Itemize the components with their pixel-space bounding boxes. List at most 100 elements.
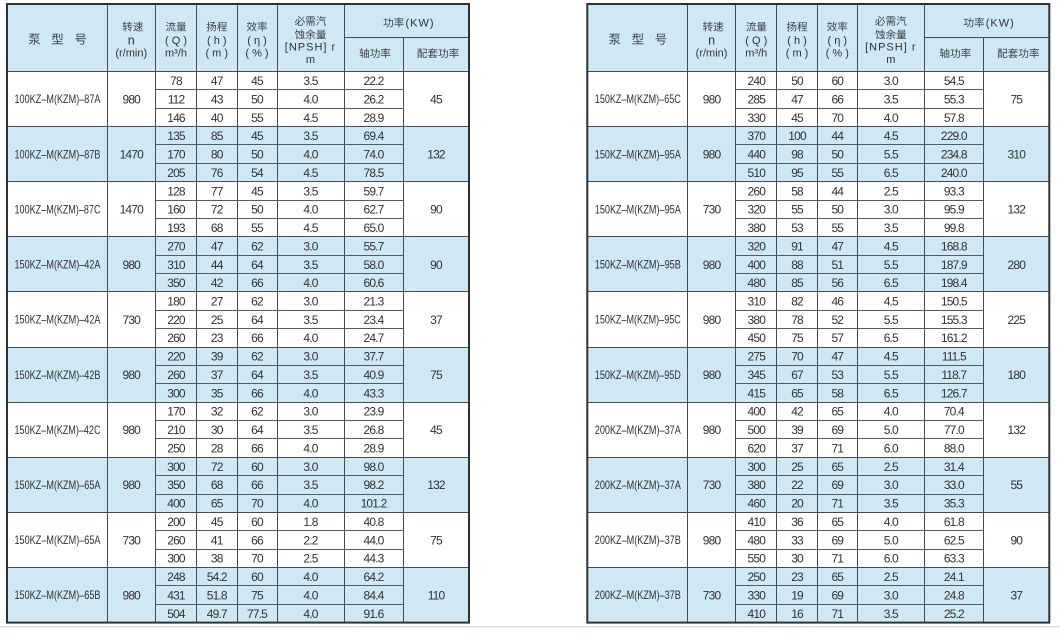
svg-text:65: 65	[791, 386, 804, 400]
svg-text:2.5: 2.5	[884, 460, 899, 474]
svg-text:n: n	[128, 34, 135, 48]
svg-text:150KZ–M(KZM)–65B: 150KZ–M(KZM)–65B	[15, 589, 101, 602]
svg-text:4.0: 4.0	[884, 111, 899, 125]
svg-text:(KW): (KW)	[405, 17, 434, 29]
svg-text:50: 50	[251, 203, 264, 217]
svg-text:62: 62	[251, 295, 264, 309]
svg-text:65: 65	[831, 515, 844, 529]
svg-text:(r/min): (r/min)	[696, 47, 728, 59]
svg-text:300: 300	[167, 386, 186, 400]
svg-text:( % ): ( % )	[826, 47, 849, 59]
svg-text:25.2: 25.2	[944, 607, 965, 621]
svg-text:730: 730	[703, 478, 722, 492]
svg-text:1470: 1470	[120, 203, 144, 217]
svg-text:78.5: 78.5	[364, 166, 385, 180]
svg-text:42: 42	[791, 405, 804, 419]
svg-text:40.8: 40.8	[364, 515, 385, 529]
svg-text:126.7: 126.7	[941, 386, 968, 400]
svg-text:150KZ–M(KZM)–65A: 150KZ–M(KZM)–65A	[15, 534, 101, 547]
svg-text:980: 980	[123, 368, 142, 382]
svg-text:400: 400	[748, 258, 767, 272]
svg-text:3.5: 3.5	[303, 313, 318, 327]
svg-text:4.0: 4.0	[884, 515, 899, 529]
svg-text:54: 54	[251, 166, 264, 180]
svg-text:99.8: 99.8	[944, 221, 965, 235]
svg-text:320: 320	[748, 203, 767, 217]
svg-text:4.0: 4.0	[303, 497, 318, 511]
svg-text:31.4: 31.4	[944, 460, 965, 474]
svg-text:68: 68	[211, 221, 224, 235]
svg-text:100KZ–M(KZM)–87B: 100KZ–M(KZM)–87B	[15, 148, 101, 161]
svg-text:6.5: 6.5	[884, 331, 899, 345]
svg-text:980: 980	[123, 588, 142, 602]
svg-text:4.0: 4.0	[884, 405, 899, 419]
svg-text:193: 193	[167, 221, 186, 235]
svg-text:72: 72	[211, 203, 224, 217]
svg-text:( Q ): ( Q )	[745, 35, 767, 47]
svg-text:4.0: 4.0	[303, 92, 318, 106]
svg-text:620: 620	[748, 441, 767, 455]
svg-text:88: 88	[791, 258, 804, 272]
svg-text:72: 72	[211, 460, 224, 474]
svg-text:40.9: 40.9	[364, 368, 385, 382]
svg-text:200KZ–M(KZM)–37B: 200KZ–M(KZM)–37B	[595, 589, 681, 602]
svg-text:6.0: 6.0	[884, 441, 899, 455]
svg-text:44: 44	[831, 184, 844, 198]
svg-text:44: 44	[831, 129, 844, 143]
svg-text:410: 410	[748, 607, 767, 621]
svg-text:77.5: 77.5	[247, 607, 268, 621]
svg-text:260: 260	[167, 533, 186, 547]
svg-text:78: 78	[170, 74, 183, 88]
svg-text:100: 100	[788, 129, 807, 143]
svg-text:150KZ–M(KZM)–65A: 150KZ–M(KZM)–65A	[15, 479, 101, 492]
svg-text:65.0: 65.0	[364, 221, 385, 235]
svg-text:132: 132	[427, 148, 446, 162]
svg-text:3.0: 3.0	[303, 239, 318, 253]
svg-text:70: 70	[791, 350, 804, 364]
svg-text:980: 980	[703, 313, 722, 327]
svg-text:150KZ–M(KZM)–42A: 150KZ–M(KZM)–42A	[15, 259, 101, 272]
svg-text:66: 66	[831, 92, 844, 106]
svg-text:6.0: 6.0	[884, 552, 899, 566]
svg-text:85: 85	[791, 276, 804, 290]
svg-text:980: 980	[123, 92, 142, 106]
svg-text:( h ): ( h )	[787, 35, 807, 47]
svg-text:75: 75	[430, 368, 443, 382]
svg-text:80: 80	[211, 148, 224, 162]
svg-text:64: 64	[251, 258, 264, 272]
svg-text:( η ): ( η )	[247, 35, 267, 47]
svg-text:37: 37	[430, 313, 443, 327]
svg-text:41: 41	[211, 533, 224, 547]
svg-text:3.5: 3.5	[884, 497, 899, 511]
svg-text:4.5: 4.5	[303, 221, 318, 235]
svg-text:128: 128	[167, 184, 186, 198]
svg-text:170: 170	[167, 405, 186, 419]
svg-text:168.8: 168.8	[941, 239, 968, 253]
svg-text:28: 28	[211, 441, 224, 455]
svg-text:300: 300	[167, 460, 186, 474]
svg-text:980: 980	[703, 368, 722, 382]
svg-text:3.5: 3.5	[303, 478, 318, 492]
svg-text:75: 75	[251, 588, 264, 602]
svg-text:44: 44	[211, 258, 224, 272]
svg-text:71: 71	[831, 607, 844, 621]
svg-text:150KZ–M(KZM)–95A: 150KZ–M(KZM)–95A	[595, 203, 681, 216]
svg-text:150KZ–M(KZM)–95D: 150KZ–M(KZM)–95D	[595, 369, 681, 382]
svg-text:170: 170	[167, 148, 186, 162]
svg-text:4.0: 4.0	[303, 386, 318, 400]
svg-text:150KZ–M(KZM)–65C: 150KZ–M(KZM)–65C	[595, 93, 681, 106]
svg-text:93.3: 93.3	[944, 184, 965, 198]
svg-text:3.5: 3.5	[884, 607, 899, 621]
svg-text:550: 550	[748, 552, 767, 566]
svg-text:4.0: 4.0	[303, 588, 318, 602]
svg-text:150KZ–M(KZM)–95A: 150KZ–M(KZM)–95A	[595, 148, 681, 161]
svg-text:320: 320	[748, 239, 767, 253]
svg-text:75: 75	[1010, 92, 1023, 106]
svg-text:3.0: 3.0	[303, 460, 318, 474]
svg-text:68: 68	[211, 478, 224, 492]
svg-text:47: 47	[211, 74, 224, 88]
svg-text:220: 220	[167, 313, 186, 327]
svg-text:55: 55	[1010, 478, 1023, 492]
svg-text:62: 62	[251, 405, 264, 419]
svg-text:70: 70	[251, 497, 264, 511]
